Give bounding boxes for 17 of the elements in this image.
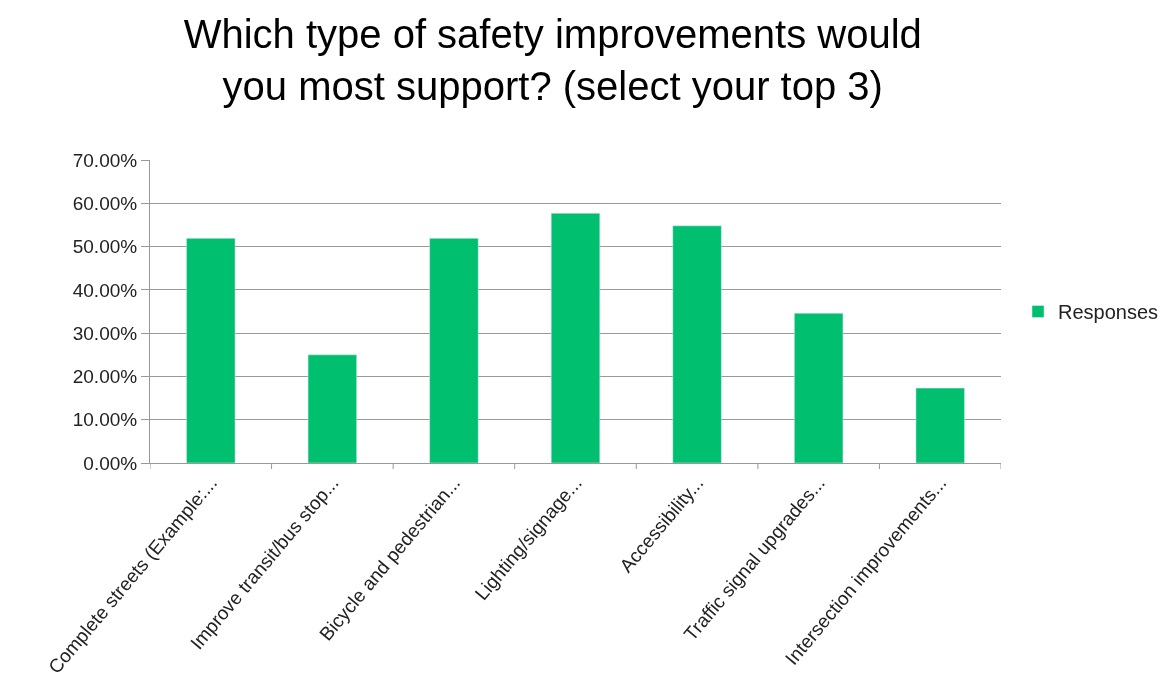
y-tick-label: 40.00% — [72, 279, 138, 301]
bar — [307, 354, 357, 463]
y-tick-label: 20.00% — [72, 366, 138, 388]
bar — [794, 312, 844, 463]
bar — [550, 212, 601, 463]
chart-title: Which type of safety improvements would you most support? (select your top 3) — [183, 12, 922, 109]
y-tick-label: 60.00% — [72, 192, 138, 214]
bar — [672, 225, 722, 463]
y-tick-label: 10.00% — [72, 409, 138, 431]
legend-label: Responses — [1058, 301, 1159, 324]
y-tick-label: 50.00% — [72, 236, 138, 258]
y-tick-label: 30.00% — [72, 322, 138, 344]
y-tick-label: 70.00% — [72, 149, 138, 171]
y-tick-label: 0.00% — [83, 452, 138, 474]
bar — [915, 387, 965, 463]
bar — [429, 238, 479, 463]
bar — [186, 238, 236, 463]
